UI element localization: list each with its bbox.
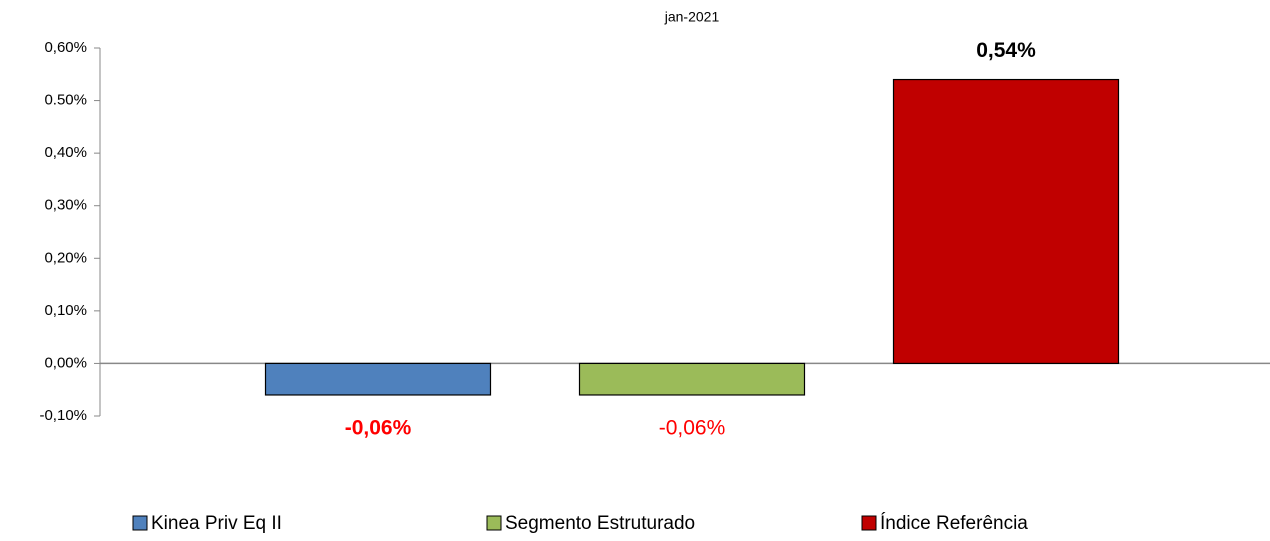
y-tick-label: 0,60% [44,39,87,56]
legend-swatch [132,515,148,531]
y-tick-label: -0,10% [39,407,87,424]
y-tick-label: 0,20% [44,249,87,266]
category-label: jan-2021 [664,9,720,25]
bar [264,362,492,396]
legend-swatch [861,515,877,531]
value-label: -0,06% [345,417,412,440]
bar [892,78,1120,365]
y-tick-label: 0,30% [44,197,87,214]
value-label: 0,54% [976,39,1036,62]
y-tick-label: 0,40% [44,144,87,161]
y-tick-label: 0,10% [44,302,87,319]
legend-label: Segmento Estruturado [505,513,695,534]
y-tick-label: 0.50% [44,92,87,109]
value-label: -0,06% [659,417,726,440]
y-tick-label: 0,00% [44,354,87,371]
legend-label: Índice Referência [880,513,1028,534]
bar [578,362,806,396]
legend-swatch [486,515,502,531]
legend-label: Kinea Priv Eq II [151,513,282,534]
